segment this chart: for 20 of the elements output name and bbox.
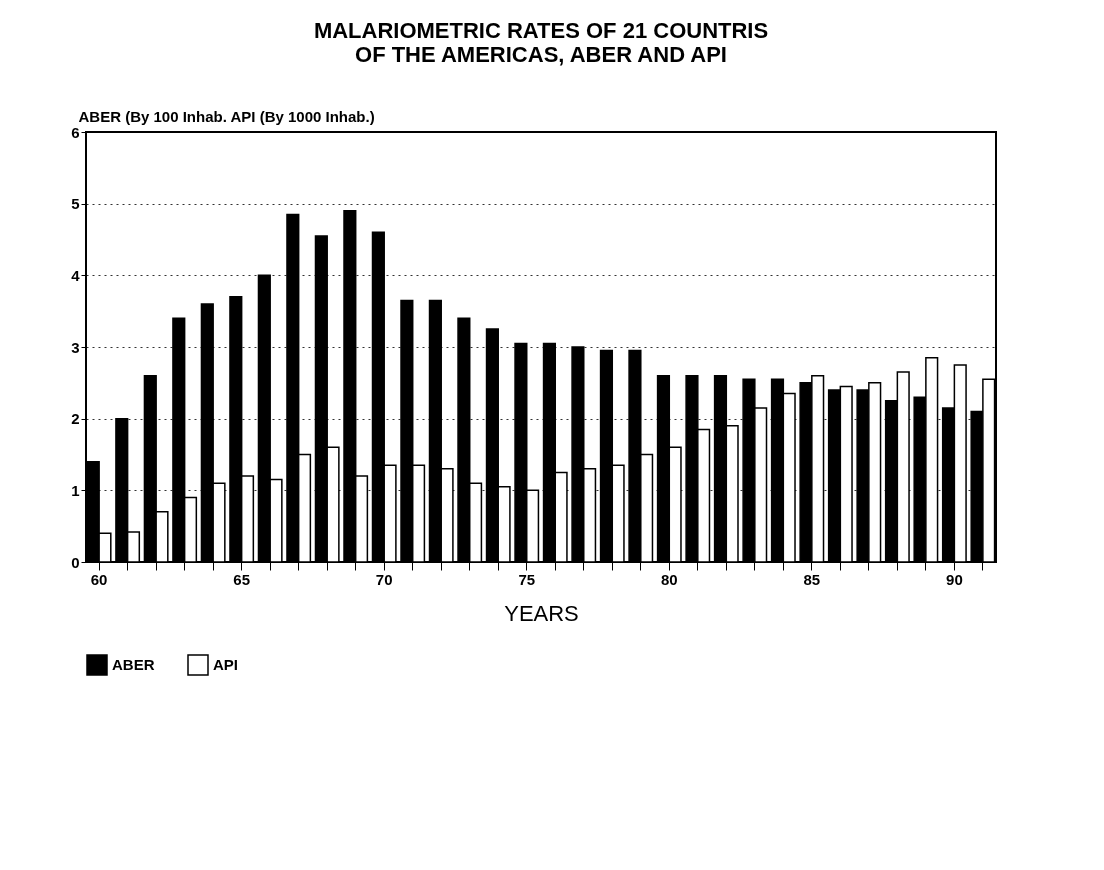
y-tick-label: 5 <box>71 195 80 213</box>
legend-label: ABER <box>112 656 155 673</box>
x-tick-label: 75 <box>518 570 536 588</box>
legend-label: API <box>213 656 239 673</box>
y-tick-label: 0 <box>71 553 80 571</box>
y-tick-label: 3 <box>71 338 80 356</box>
text: OF THE AMERICAS, ABER AND API <box>355 42 727 67</box>
x-tick-label: 65 <box>233 570 250 588</box>
x-tick-label: 85 <box>803 570 821 588</box>
y-axis-title: ABER (By 100 Inhab. API (By 1000 Inhab.) <box>78 107 375 125</box>
y-tick-label: 2 <box>71 410 80 428</box>
x-tick-label: 60 <box>90 570 108 588</box>
y-tick-label: 1 <box>71 481 80 499</box>
y-tick-label: 6 <box>71 123 80 141</box>
x-tick-label: 80 <box>660 570 678 588</box>
x-tick-label: 90 <box>946 570 963 588</box>
x-axis-title: YEARS <box>504 600 579 626</box>
text: MALARIOMETRIC RATES OF 21 COUNTRIS <box>313 18 769 43</box>
y-tick-label: 4 <box>71 266 81 284</box>
x-tick-label: 70 <box>375 570 393 588</box>
